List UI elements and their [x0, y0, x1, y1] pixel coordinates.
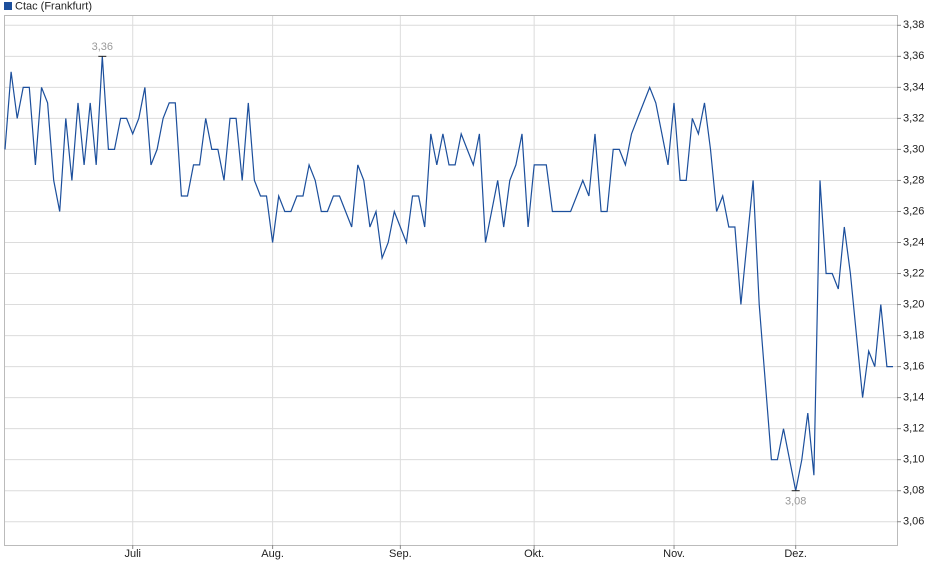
- annotation-label: 3,36: [92, 41, 113, 53]
- x-tick-label: Dez.: [784, 548, 807, 560]
- y-tick-label: 3,34: [903, 81, 924, 93]
- plot-frame: [4, 15, 898, 546]
- y-tick-label: 3,18: [903, 329, 924, 341]
- y-tick-label: 3,20: [903, 298, 924, 310]
- legend-label: Ctac (Frankfurt): [15, 0, 92, 12]
- y-tick-label: 3,06: [903, 516, 924, 528]
- y-tick-label: 3,12: [903, 423, 924, 435]
- y-tick-label: 3,22: [903, 267, 924, 279]
- y-tick-label: 3,14: [903, 392, 924, 404]
- x-tick-label: Aug.: [261, 548, 284, 560]
- y-tick-label: 3,36: [903, 50, 924, 62]
- y-tick-label: 3,16: [903, 361, 924, 373]
- x-tick-label: Nov.: [663, 548, 685, 560]
- y-tick-label: 3,32: [903, 112, 924, 124]
- y-tick-label: 3,24: [903, 236, 924, 248]
- y-tick-label: 3,30: [903, 143, 924, 155]
- y-tick-label: 3,08: [903, 485, 924, 497]
- y-tick-label: 3,26: [903, 205, 924, 217]
- y-tick-label: 3,10: [903, 454, 924, 466]
- price-line: [4, 56, 893, 491]
- x-tick-label: Juli: [124, 548, 141, 560]
- legend-swatch: [4, 2, 12, 10]
- x-tick-label: Sep.: [389, 548, 412, 560]
- y-tick-label: 3,38: [903, 19, 924, 31]
- y-tick-label: 3,28: [903, 174, 924, 186]
- annotation-label: 3,08: [785, 496, 806, 508]
- x-tick-label: Okt.: [524, 548, 544, 560]
